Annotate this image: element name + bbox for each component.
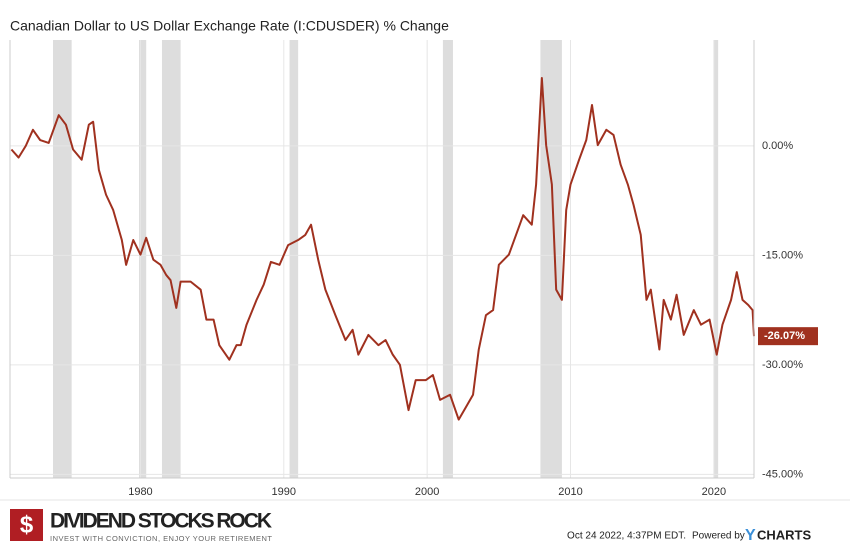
recession-band <box>289 40 299 478</box>
recession-band <box>53 40 72 478</box>
ycharts-y: Y <box>745 527 756 544</box>
end-label-box <box>758 327 818 346</box>
end-label: -26.07% <box>764 330 805 342</box>
x-tick-label: 2010 <box>558 486 582 498</box>
plot-area: 1980 1990 2000 2010 2020 0.00% -15.00% -30.00% -… <box>10 40 818 498</box>
y-tick-label: -15.00% <box>762 249 803 261</box>
recession-band <box>442 40 453 478</box>
x-tick-label: 2020 <box>702 486 726 498</box>
logo-icon <box>10 509 43 541</box>
y-tick-label: -30.00% <box>762 359 803 371</box>
recession-band <box>161 40 181 478</box>
x-tick-label: 1990 <box>272 486 296 498</box>
brand-name: DIVIDEND STOCKS ROCK <box>50 510 272 533</box>
ycharts-name: CHARTS <box>757 527 811 542</box>
x-tick-label: 2000 <box>415 486 439 498</box>
chart-title: Canadian Dollar to US Dollar Exchange Ra… <box>10 18 449 34</box>
logo-symbol: $ <box>20 511 34 538</box>
data-line <box>10 76 755 421</box>
brand-tagline: INVEST WITH CONVICTION, ENJOY YOUR RETIR… <box>50 534 272 543</box>
y-tick-label: -45.00% <box>762 468 803 480</box>
x-tick-label: 1980 <box>128 486 152 498</box>
recession-band <box>713 40 719 478</box>
powered-by: Powered by <box>692 531 745 542</box>
recession-band <box>139 40 147 478</box>
timestamp: Oct 24 2022, 4:37PM EDT. <box>567 531 686 542</box>
y-tick-label: 0.00% <box>762 140 793 152</box>
logo: $ DIVIDEND STOCKS ROCK INVEST WITH CONVI… <box>10 509 272 543</box>
